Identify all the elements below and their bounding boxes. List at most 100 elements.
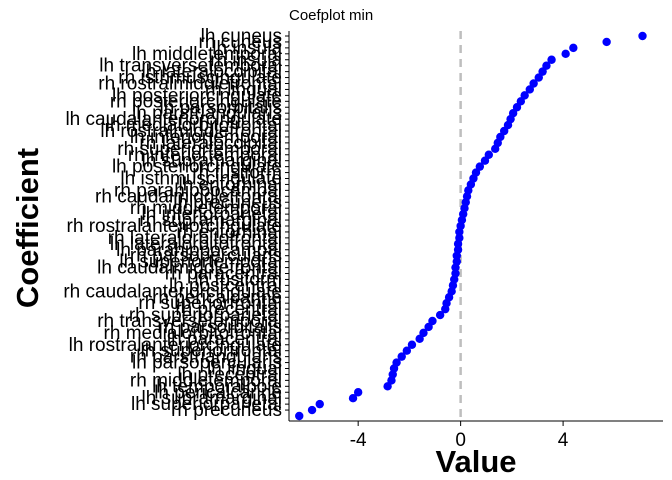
- y-tick-label: rh medialorbitofrontal: [104, 323, 282, 344]
- y-tick-label: rh lateraloccipital: [139, 133, 282, 154]
- y-tick-label: rh paracentral: [165, 264, 282, 285]
- y-tick-label: rh parsorbitalis: [157, 317, 282, 338]
- y-tick-label: rh precentral: [175, 299, 282, 320]
- y-tick-label: lh fusiform: [194, 269, 282, 290]
- y-tick-label: rh precuneus: [171, 400, 282, 421]
- y-tick-label: rh isthmuscingulate: [118, 68, 282, 89]
- data-point: [441, 304, 450, 314]
- y-tick-label: lh lateralorbitofrontal: [110, 234, 282, 255]
- y-tick-label: rh lingual: [205, 79, 282, 100]
- y-tick-label: lh posteriorcingulate: [112, 85, 282, 106]
- y-tick-label: lh superiortemporal: [119, 252, 282, 273]
- data-point: [638, 31, 647, 41]
- data-point: [452, 251, 461, 260]
- y-tick-label: lh superiorparietal: [131, 394, 282, 415]
- data-point: [307, 405, 317, 415]
- y-tick-label: lh insula: [212, 38, 282, 59]
- y-tick-label: lh supramarginal: [142, 151, 282, 172]
- data-point: [529, 79, 538, 88]
- y-tick-label: rh fusiform: [192, 163, 282, 184]
- y-tick-label: rh superiorfrontal: [138, 293, 282, 314]
- data-point: [538, 67, 547, 76]
- y-tick-label: lh posteriorcingulate: [112, 157, 282, 178]
- y-tick-label: rh caudalmiddlefrontal: [95, 186, 282, 207]
- y-tick-label: lh rostralanteriorcingulate: [69, 335, 282, 356]
- y-tick-label: lh caudalmiddlefrontal: [97, 258, 282, 279]
- y-tick-label: lh inferiortemporal: [130, 127, 282, 148]
- y-tick-label: rh rostralanteriorcingulate: [67, 216, 282, 237]
- x-tick-label: 0: [455, 430, 466, 451]
- y-tick-label: rh insula: [210, 50, 282, 71]
- y-tick-label: rh parahippocampal: [114, 180, 282, 201]
- y-tick-label: lh rostralmiddlefrontal: [100, 121, 282, 142]
- y-tick-label: rh middletemporal: [130, 370, 282, 391]
- y-tick-label: lh medialorbitofrontal: [106, 115, 282, 136]
- data-point: [455, 227, 464, 237]
- data-point: [315, 399, 324, 409]
- y-tick-label: rh rostralmiddlefrontal: [98, 74, 282, 95]
- data-point: [419, 328, 428, 338]
- data-point: [561, 49, 570, 59]
- data-point: [480, 156, 490, 165]
- y-tick-label: lh temporalpole: [152, 376, 282, 397]
- y-tick-label: lh lingual: [207, 359, 282, 380]
- data-point: [387, 376, 396, 385]
- data-point: [491, 144, 500, 154]
- y-tick-label: rh inferiortemporal: [128, 145, 282, 166]
- data-point: [512, 103, 522, 112]
- y-tick-label: rh entorhinal: [176, 222, 282, 243]
- x-ticks: -4 0 4: [350, 421, 569, 451]
- x-axis-title: Value: [436, 444, 517, 479]
- y-tick-label: lh precentral: [177, 364, 282, 385]
- data-point: [534, 73, 543, 82]
- chart-title: Coefplot min: [289, 7, 373, 24]
- y-tick-label: lh precuneus: [173, 192, 282, 213]
- data-point: [428, 316, 437, 326]
- y-tick-label: lh paracentral: [167, 329, 282, 350]
- y-tick-label: rh supramarginal: [139, 210, 282, 231]
- data-point: [520, 91, 529, 100]
- y-tick-label: rh superiortemporal: [117, 139, 282, 160]
- y-tick-label: rh posteriorcingulate: [110, 91, 282, 112]
- data-point: [451, 263, 460, 272]
- data-point: [383, 382, 392, 391]
- y-tick-label: lh parsorbitalis: [160, 97, 283, 118]
- data-point: [503, 120, 513, 130]
- data-point: [348, 393, 358, 403]
- x-tick-label: 4: [558, 430, 569, 451]
- data-point: [415, 334, 424, 344]
- x-tick-label: -4: [350, 430, 367, 451]
- y-tick-label: rh middletemporal: [130, 198, 282, 219]
- data-point: [475, 162, 485, 171]
- data-point: [569, 43, 578, 53]
- data-point: [453, 239, 463, 249]
- y-tick-label: lh inferiorparietal: [142, 204, 282, 225]
- y-tick-label: rh lateralorbitofrontal: [108, 228, 282, 249]
- data-point: [547, 55, 556, 64]
- y-tick-label: lh caudalanteriorcingulate: [65, 109, 282, 130]
- y-tick-label: rh caudalanteriorcingulate: [63, 281, 282, 302]
- y-tick-label: lh isthmuscingulate: [120, 169, 282, 190]
- y-tick-label: rh pericalcarine: [152, 287, 282, 308]
- y-tick-label: lh parsopercularis: [132, 353, 282, 374]
- data-point: [484, 150, 494, 159]
- y-tick-label: lh middletemporal: [132, 44, 282, 65]
- y-tick-label: lh parahippocampal: [116, 240, 282, 261]
- data-point: [424, 322, 433, 332]
- y-tick-label: rh superiorparietal: [129, 305, 282, 326]
- y-tick-label: lh pericalcarine: [154, 382, 282, 403]
- data-point: [407, 340, 417, 349]
- y-axis-title: Coefficient: [10, 148, 45, 308]
- data-point: [542, 61, 551, 70]
- data-point: [353, 388, 363, 397]
- data-point: [435, 310, 445, 320]
- data-point: [525, 85, 534, 94]
- y-tick-label: lh superiorfrontal: [140, 341, 282, 362]
- y-tick-label: lh lateraloccipital: [142, 62, 282, 83]
- data-point: [499, 126, 509, 136]
- y-tick-label: lh postcentral: [169, 275, 282, 296]
- y-tick-label: lh supramarginal: [142, 388, 282, 409]
- data-point: [397, 352, 406, 361]
